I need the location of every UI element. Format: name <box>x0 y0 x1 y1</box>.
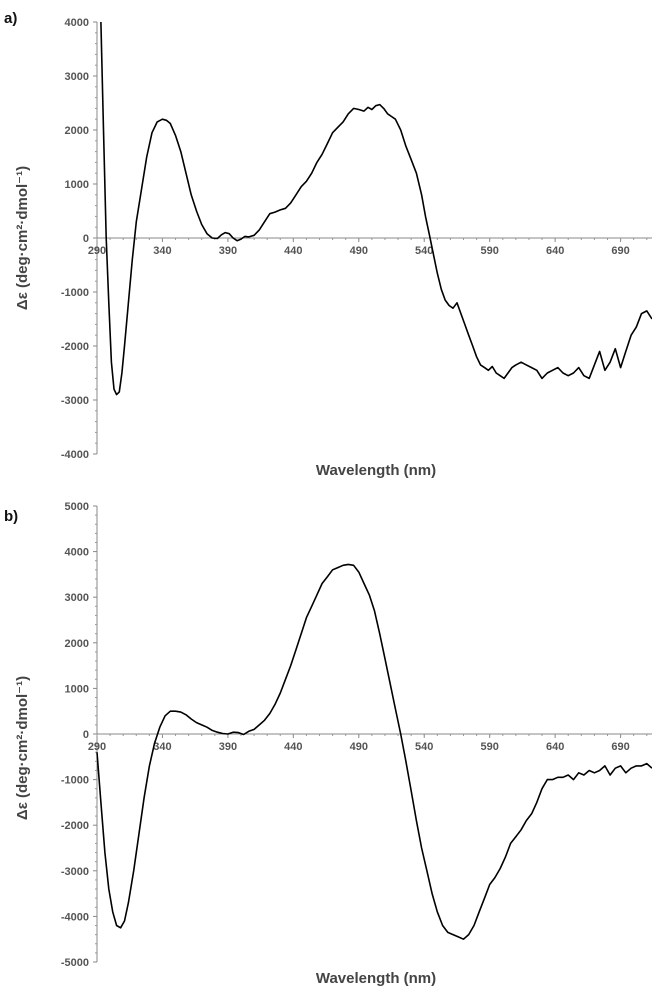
series-line <box>100 21 652 396</box>
x-tick-label: 590 <box>481 741 499 753</box>
y-tick-label: 5000 <box>65 501 89 513</box>
chart-panel-a: a) -4000 -3000 -2000 -1000 0 1000 2000 3000 4000… <box>4 10 652 479</box>
chart-b-plot: -5000 -4000 -3000 -2000 -1000 0 1000 2000 3000 40… <box>61 501 652 969</box>
x-tick-label: 390 <box>219 741 237 753</box>
y-tick-label: -3000 <box>61 395 89 407</box>
y-tick-label: 4000 <box>65 17 89 29</box>
x-tick-label: 290 <box>88 245 106 257</box>
y-tick-label: -1000 <box>61 775 89 787</box>
y-tick-label: 0 <box>83 729 89 741</box>
x-tick-label: 540 <box>415 245 433 257</box>
y-axis-label: Δε (deg·cm²·dmol⁻¹) <box>14 165 31 311</box>
y-tick-label: 1000 <box>65 179 89 191</box>
x-tick-label: 440 <box>284 741 302 753</box>
y-tick-label: 2000 <box>65 638 89 650</box>
chart-panel-b: b) -5000 -4000 -3000 -2000 -1000 0 1000 2000 300… <box>0 494 652 988</box>
x-tick-label: 640 <box>546 741 564 753</box>
panel-label: a) <box>4 10 18 27</box>
x-tick-label: 340 <box>153 245 171 257</box>
x-axis-label: Wavelength (nm) <box>315 462 437 479</box>
x-tick-label: 340 <box>153 741 171 753</box>
series-line <box>96 563 652 941</box>
y-tick-label: -5000 <box>61 957 89 969</box>
x-tick-label: 440 <box>284 245 302 257</box>
x-tick-label: 290 <box>88 741 106 753</box>
y-axis-label: Δε (deg·cm²·dmol⁻¹) <box>14 675 31 821</box>
chart-a-plot: -4000 -3000 -2000 -1000 0 1000 2000 3000 4000 290… <box>61 17 652 461</box>
y-tick-label: -4000 <box>61 449 89 461</box>
y-tick-label: -2000 <box>61 341 89 353</box>
x-tick-label: 390 <box>219 245 237 257</box>
x-tick-label: 690 <box>611 741 629 753</box>
y-tick-label: -3000 <box>61 866 89 878</box>
x-tick-label: 590 <box>481 245 499 257</box>
y-tick-label: 3000 <box>65 592 89 604</box>
x-tick-label: 490 <box>350 245 368 257</box>
y-tick-label: 0 <box>83 233 89 245</box>
y-tick-label: -1000 <box>61 287 89 299</box>
y-tick-label: 3000 <box>65 71 89 83</box>
y-tick-label: -2000 <box>61 820 89 832</box>
x-axis-label: Wavelength (nm) <box>315 970 437 987</box>
y-tick-label: 4000 <box>65 547 89 559</box>
x-tick-label: 690 <box>611 245 629 257</box>
y-tick-label: 2000 <box>65 125 89 137</box>
x-tick-label: 540 <box>415 741 433 753</box>
panel-label: b) <box>4 508 19 525</box>
y-tick-label: 1000 <box>65 683 89 695</box>
x-tick-label: 640 <box>546 245 564 257</box>
y-tick-label: -4000 <box>61 911 89 923</box>
x-tick-label: 490 <box>350 741 368 753</box>
